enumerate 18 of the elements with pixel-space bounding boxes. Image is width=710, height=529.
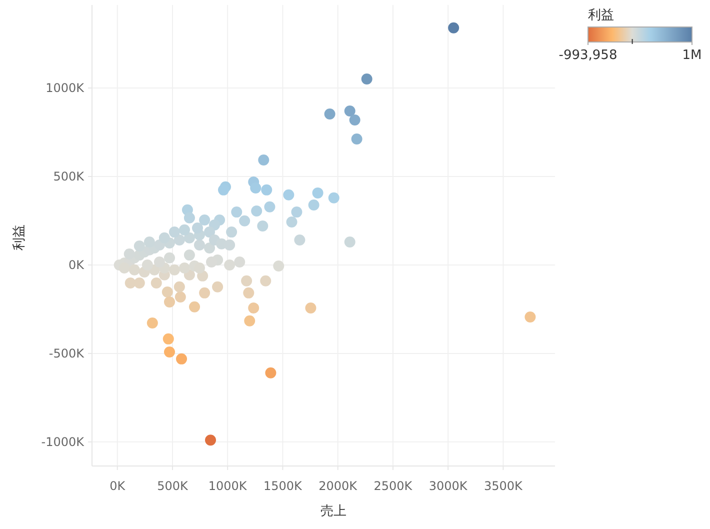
- x-tick-label: 3000K: [428, 479, 468, 493]
- x-tick-label: 1500K: [264, 479, 304, 493]
- y-tick-label: 500K: [53, 169, 86, 184]
- y-tick-label: -1000K: [41, 434, 86, 449]
- x-tick-label: 1000K: [208, 479, 248, 493]
- color-bar-label: -993,958: [558, 48, 618, 63]
- y-tick-label: 0K: [68, 258, 86, 272]
- y-tick-label: -500K: [48, 346, 86, 360]
- x-tick-label: 2500K: [374, 479, 414, 493]
- x-tick-label: 3500K: [484, 479, 524, 493]
- x-tick-label: 500K: [157, 479, 189, 493]
- x-axis-title: 売上: [320, 504, 346, 519]
- color-bar-label: 1M: [682, 48, 702, 63]
- y-axis-title: 利益: [12, 224, 27, 250]
- color-bar-title: 利益: [588, 8, 614, 23]
- x-tick-label: 0K: [110, 479, 126, 493]
- y-tick-label: 1000K: [46, 81, 86, 95]
- x-tick-label: 2000K: [318, 479, 358, 493]
